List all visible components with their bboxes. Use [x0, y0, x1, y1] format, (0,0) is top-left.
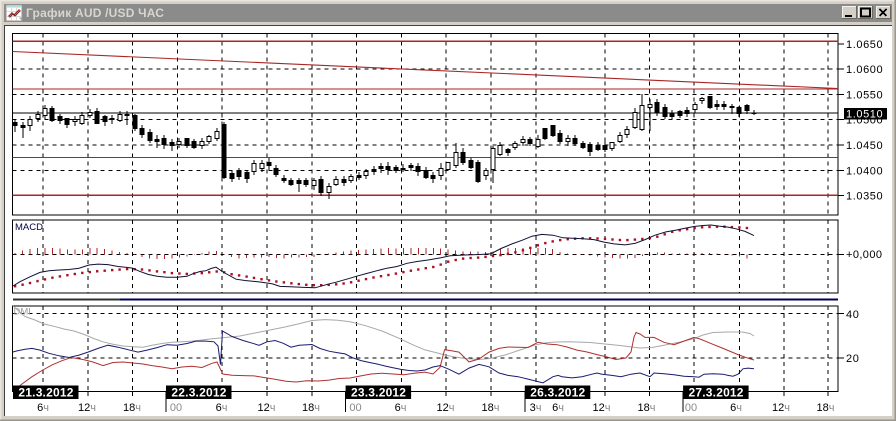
- svg-text:18ч: 18ч: [482, 402, 500, 414]
- svg-text:DMI: DMI: [14, 307, 31, 318]
- svg-text:1.0600: 1.0600: [846, 64, 883, 76]
- svg-text:1.0510: 1.0510: [846, 109, 883, 121]
- svg-text:18ч: 18ч: [302, 402, 320, 414]
- svg-text:40: 40: [846, 309, 859, 321]
- svg-text:6ч: 6ч: [552, 402, 564, 414]
- svg-text:27.3.2012: 27.3.2012: [689, 386, 744, 400]
- svg-text:21.3.2012: 21.3.2012: [18, 386, 73, 400]
- svg-text:12ч: 12ч: [593, 402, 611, 414]
- svg-text:12ч: 12ч: [772, 402, 790, 414]
- svg-text:1.0550: 1.0550: [846, 89, 883, 101]
- svg-text:22.3.2012: 22.3.2012: [171, 386, 226, 400]
- svg-text:18ч: 18ч: [123, 402, 141, 414]
- svg-text:+0,000: +0,000: [846, 249, 882, 261]
- svg-text:6ч: 6ч: [37, 402, 49, 414]
- svg-text:12ч: 12ч: [258, 402, 276, 414]
- svg-text:1.0650: 1.0650: [846, 39, 883, 51]
- svg-text:18ч: 18ч: [817, 402, 835, 414]
- svg-text:6ч: 6ч: [216, 402, 228, 414]
- svg-text:MACD: MACD: [15, 222, 43, 233]
- svg-text:3ч: 3ч: [530, 402, 542, 414]
- svg-text:6ч: 6ч: [395, 402, 407, 414]
- svg-text:1.0350: 1.0350: [846, 191, 883, 203]
- svg-text:1.0450: 1.0450: [846, 140, 883, 152]
- svg-text:00: 00: [170, 402, 182, 414]
- svg-text:График AUD /USD ЧАС: График AUD /USD ЧАС: [26, 6, 164, 20]
- svg-text:18ч: 18ч: [638, 402, 656, 414]
- svg-text:1.0400: 1.0400: [846, 165, 883, 177]
- svg-text:6ч: 6ч: [730, 402, 742, 414]
- svg-text:12ч: 12ч: [437, 402, 455, 414]
- svg-text:23.3.2012: 23.3.2012: [351, 386, 406, 400]
- svg-text:00: 00: [349, 402, 361, 414]
- svg-text:00: 00: [685, 402, 697, 414]
- svg-text:12ч: 12ч: [78, 402, 96, 414]
- svg-text:20: 20: [846, 353, 859, 365]
- svg-text:26.3.2012: 26.3.2012: [530, 386, 585, 400]
